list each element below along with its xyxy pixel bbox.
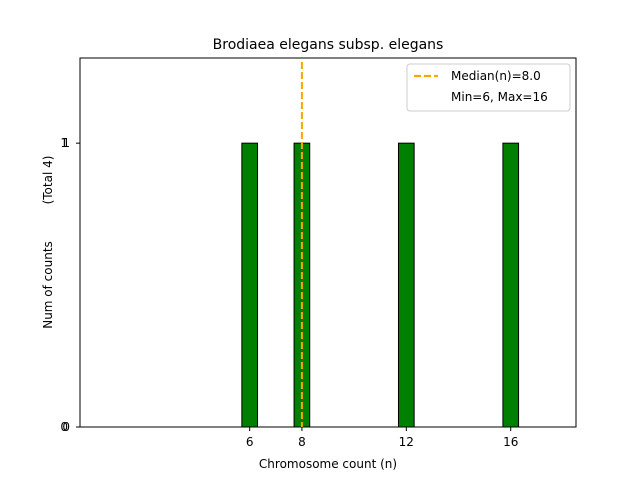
chart-title: Brodiaea elegans subsp. elegans (213, 37, 444, 53)
x-axis-label: Chromosome count (n) (259, 457, 397, 471)
legend: Median(n)=8.0 Min=6, Max=16 (406, 63, 571, 112)
x-tick-label: 12 (399, 435, 414, 449)
y-axis-label: Num of counts (41, 241, 55, 329)
x-tick-label: 16 (503, 435, 518, 449)
axes-frame (79, 57, 577, 428)
x-tick-label: 8 (298, 435, 306, 449)
y-tick-label: 1 (62, 136, 70, 150)
bar (502, 142, 520, 428)
legend-median-label: Median(n)=8.0 (451, 69, 541, 83)
bar (397, 142, 415, 428)
y-tick-label: 0 (60, 420, 68, 434)
y-tick-label: 1 (60, 136, 68, 150)
y-axis-total-note: (Total 4) (41, 156, 55, 205)
legend-range-label: Min=6, Max=16 (451, 90, 548, 104)
bar (241, 142, 259, 428)
x-tick-label: 6 (246, 435, 254, 449)
y-tick-label: 0 (62, 420, 70, 434)
legend-frame (406, 63, 571, 112)
